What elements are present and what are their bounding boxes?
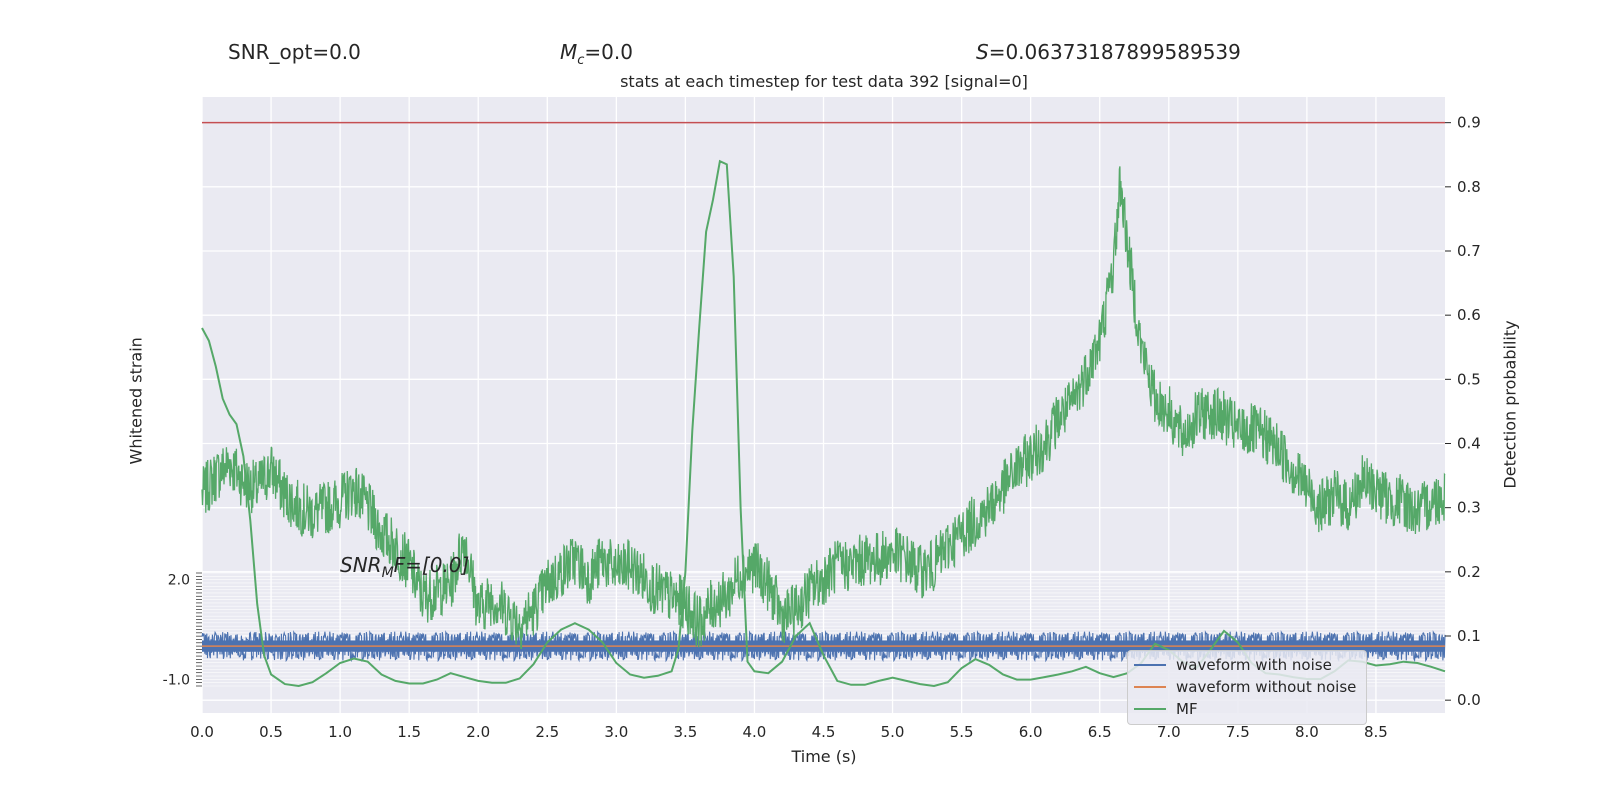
s-statistic-value: =0.06373187899589539: [988, 40, 1241, 64]
x-tick-label: 0.5: [259, 723, 283, 741]
x-tick-label: 7.0: [1157, 723, 1181, 741]
y-tick-label: 0.4: [1457, 435, 1481, 453]
y-tick-label: 0.8: [1457, 178, 1481, 196]
x-tick-label: 5.0: [881, 723, 905, 741]
x-tick-label: 3.0: [604, 723, 628, 741]
snr-mf-suffix: F=[0.0]: [393, 553, 470, 577]
x-tick-label: 1.5: [397, 723, 421, 741]
legend: waveform with noise waveform without noi…: [1127, 650, 1367, 725]
y-tick-label: 0.1: [1457, 627, 1481, 645]
legend-swatch-mf: [1134, 708, 1166, 710]
y-tick-label: 0.7: [1457, 242, 1481, 260]
x-tick-label: 6.0: [1019, 723, 1043, 741]
legend-label-mf: MF: [1176, 700, 1198, 718]
x-tick-label: 4.5: [812, 723, 836, 741]
snr-mf-prefix: SNR: [340, 553, 382, 577]
strain-tick-label: -1.0: [163, 672, 190, 688]
legend-item-mf: MF: [1134, 698, 1366, 720]
x-tick-label: 4.0: [743, 723, 767, 741]
x-tick-label: 3.5: [673, 723, 697, 741]
waveform-with-noise-line: [201, 630, 1446, 663]
legend-item-clean: waveform without noise: [1134, 676, 1366, 698]
snr-mf-subscript: M: [381, 565, 394, 581]
y-tick-label: 0.3: [1457, 499, 1481, 517]
mf-series-group: [201, 159, 1446, 688]
x-tick-label: 5.5: [950, 723, 974, 741]
x-tick-label: 8.0: [1295, 723, 1319, 741]
mf-noisy-line: [201, 166, 1446, 650]
x-tick-label: 6.5: [1088, 723, 1112, 741]
x-tick-label: 1.0: [328, 723, 352, 741]
x-tick-label: 2.0: [466, 723, 490, 741]
legend-label-clean: waveform without noise: [1176, 678, 1357, 696]
mf-smooth-line: [201, 159, 1446, 688]
y-tick-label: 0.0: [1457, 691, 1481, 709]
y-tick-label: 0.6: [1457, 306, 1481, 324]
y-ticks-group: 0.0 0.1 0.2 0.3 0.4 0.5 0.6 0.7 0.8 0.9: [1445, 114, 1481, 709]
chirp-mass-subscript: c: [577, 53, 585, 68]
s-statistic-label: S=0.06373187899589539: [976, 40, 1241, 64]
strain-tick-label: 2.0: [168, 573, 190, 589]
x-tick-label: 8.5: [1364, 723, 1388, 741]
x-ticks-group: 0.0 0.5 1.0 1.5 2.0 2.5 3.0 3.5 4.0 4.5 5.0 5.5 6.0 6…: [190, 723, 1388, 741]
x-tick-label: 0.0: [190, 723, 214, 741]
y-tick-label: 0.5: [1457, 370, 1481, 388]
legend-label-noisy: waveform with noise: [1176, 656, 1332, 674]
s-statistic-symbol: S: [976, 40, 989, 64]
x-tick-label: 7.5: [1226, 723, 1250, 741]
x-axis-label: Time (s): [791, 747, 857, 766]
snr-mf-annotation: SNRMF=[0.0]: [340, 553, 469, 581]
strain-series-group: [201, 630, 1446, 663]
y-tick-label: 0.2: [1457, 563, 1481, 581]
chirp-mass-label: Mc=0.0: [560, 40, 633, 68]
legend-swatch-noisy: [1134, 664, 1166, 666]
legend-swatch-clean: [1134, 686, 1166, 688]
chart-title: stats at each timestep for test data 392…: [620, 72, 1028, 91]
x-tick-label: 2.5: [535, 723, 559, 741]
y-tick-label: 0.9: [1457, 114, 1481, 132]
chirp-mass-value: =0.0: [584, 40, 633, 64]
snr-opt-label: SNR_opt=0.0: [228, 40, 361, 64]
legend-item-noisy: waveform with noise: [1134, 654, 1366, 676]
chirp-mass-symbol: M: [560, 40, 578, 64]
